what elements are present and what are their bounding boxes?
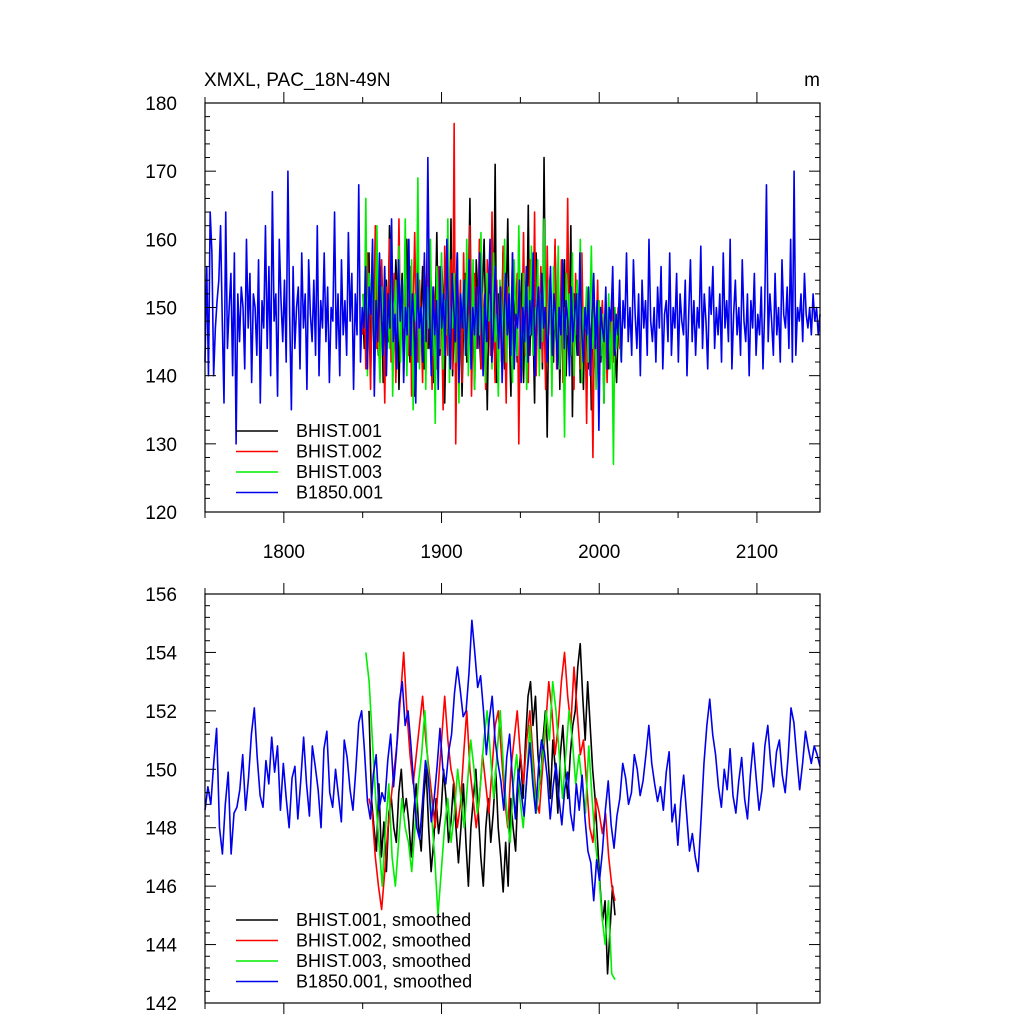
bottom-legend-label-2: BHIST.003, smoothed bbox=[296, 951, 471, 971]
panel-bottom-plot: 142 144 146 148 150 152 154 156 bbox=[145, 583, 821, 1015]
panel-top-title: XMXL, PAC_18N-49N bbox=[204, 70, 391, 91]
top-series-3 bbox=[204, 156, 821, 445]
panel-bottom: 142 144 146 148 150 152 154 156 BHIST.001, smoo… bbox=[145, 583, 821, 1015]
panel-top-plot: 120 130 140 150 160 170 180 1800 1900 2000 2100 bbox=[145, 92, 821, 563]
bottom-legend-label-1: BHIST.002, smoothed bbox=[296, 931, 471, 951]
bottom-plot-frame bbox=[204, 593, 821, 1004]
top-xtick-label: 1800 bbox=[263, 542, 305, 563]
bottom-series-3 bbox=[204, 619, 821, 902]
top-xtick-label: 2100 bbox=[736, 542, 778, 563]
bottom-ytick-label: 148 bbox=[145, 819, 177, 840]
bottom-ytick-label: 154 bbox=[145, 643, 177, 664]
panel-top-units: m bbox=[804, 70, 820, 91]
bottom-series-2 bbox=[365, 652, 616, 981]
bottom-ytick-label: 152 bbox=[145, 702, 177, 723]
top-legend-label-1: BHIST.002 bbox=[296, 442, 382, 462]
bottom-ytick-label: 142 bbox=[145, 994, 177, 1015]
top-ytick-label: 120 bbox=[145, 503, 177, 524]
bottom-ytick-label: 146 bbox=[145, 877, 177, 898]
bottom-ytick-label: 144 bbox=[145, 936, 177, 957]
top-xtick-label: 1900 bbox=[420, 542, 462, 563]
top-ytick-label: 180 bbox=[145, 94, 177, 115]
bottom-series-0 bbox=[368, 642, 616, 975]
bottom-ytick-label: 150 bbox=[145, 760, 177, 781]
top-ytick-label: 160 bbox=[145, 230, 177, 251]
top-legend-label-2: BHIST.003 bbox=[296, 462, 382, 482]
top-xtick-label: 2000 bbox=[578, 542, 620, 563]
bottom-legend-label-3: B1850.001, smoothed bbox=[296, 972, 472, 992]
top-legend-label-0: BHIST.001 bbox=[296, 421, 382, 441]
top-ytick-label: 170 bbox=[145, 162, 177, 183]
top-legend-label-3: B1850.001 bbox=[296, 483, 383, 503]
top-ytick-label: 140 bbox=[145, 367, 177, 388]
bottom-legend-label-0: BHIST.001, smoothed bbox=[296, 910, 471, 930]
panel-top: XMXL, PAC_18N-49N m 120 130 140 150 160 170 18… bbox=[145, 70, 821, 563]
top-ytick-label: 150 bbox=[145, 299, 177, 320]
top-ytick-label: 130 bbox=[145, 435, 177, 456]
bottom-ytick-label: 156 bbox=[145, 585, 177, 606]
